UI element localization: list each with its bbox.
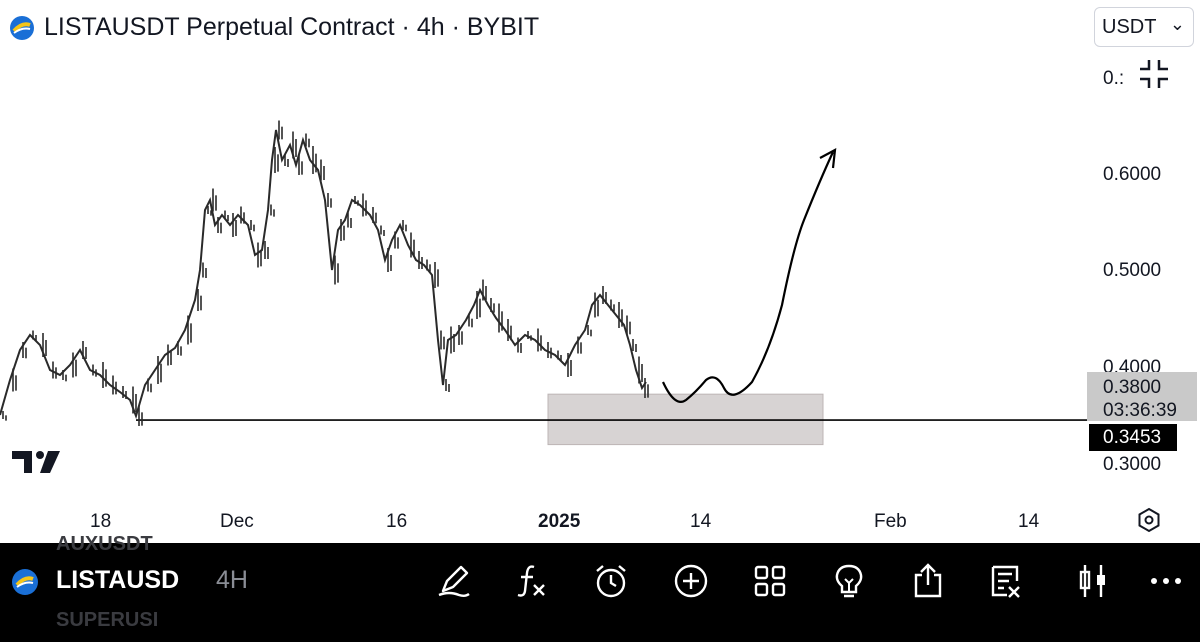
currency-select[interactable]: USDT ⌄ (1094, 7, 1194, 47)
settings-icon[interactable] (1136, 507, 1162, 533)
time-axis-label: Feb (874, 511, 907, 532)
more-icon[interactable] (1146, 561, 1186, 601)
ghost-symbol-below: SUPERUSI (56, 609, 159, 631)
horizontal-line-price-marker: 0.3453 (1089, 424, 1177, 451)
projection-path (662, 151, 834, 403)
horizontal-line-price: 0.3453 (1103, 427, 1162, 448)
currency-label: USDT (1102, 16, 1157, 38)
time-axis-label: 14 (1018, 511, 1040, 532)
bulb-icon[interactable] (829, 561, 869, 601)
grid-icon[interactable] (750, 561, 790, 601)
price-axis-label: 0.5000 (1103, 260, 1162, 281)
fullscreen-icon[interactable] (1138, 58, 1170, 90)
symbol-button[interactable]: LISTAUSD (56, 566, 180, 594)
bar-countdown: 03:36:39 (1103, 400, 1177, 421)
symbol-logo-icon (10, 16, 34, 40)
plus-circle-icon[interactable] (671, 561, 711, 601)
price-series-line (0, 129, 647, 420)
alarm-icon[interactable] (591, 561, 631, 601)
pen-icon[interactable] (435, 561, 475, 601)
price-axis-label-top: 0.: (1103, 68, 1125, 89)
interval-button[interactable]: 4H (216, 566, 248, 594)
chart-area[interactable]: LISTAUSDT Perpetual Contract · 4h · BYBI… (0, 0, 1200, 543)
candles-icon[interactable] (1073, 561, 1113, 601)
fx-icon[interactable] (512, 561, 552, 601)
tradingview-logo (12, 451, 60, 473)
current-price-marker: 0.3800 03:36:39 (1087, 372, 1197, 421)
list-check-icon[interactable] (987, 561, 1027, 601)
time-axis-label: Dec (220, 511, 254, 532)
ghost-symbol-above: AUXUSDT (56, 533, 153, 555)
chevron-down-icon: ⌄ (1169, 14, 1185, 34)
symbol-logo-icon (12, 569, 38, 595)
projection-arrowhead (819, 148, 837, 169)
time-axis-label: 14 (690, 511, 712, 532)
bottom-toolbar: AUXUSDT SUPERUSI LISTAUSD 4H (0, 533, 1200, 642)
current-price: 0.3800 (1103, 377, 1162, 398)
chart-title: LISTAUSDT Perpetual Contract · 4h · BYBI… (44, 13, 540, 41)
time-axis-label: 16 (386, 511, 408, 532)
price-chart[interactable] (0, 0, 1200, 543)
price-axis-label: 0.6000 (1103, 164, 1162, 185)
time-axis-label: 18 (90, 511, 112, 532)
price-axis-label: 0.3000 (1103, 454, 1162, 475)
time-axis-label-year: 2025 (538, 511, 581, 532)
share-icon[interactable] (908, 561, 948, 601)
